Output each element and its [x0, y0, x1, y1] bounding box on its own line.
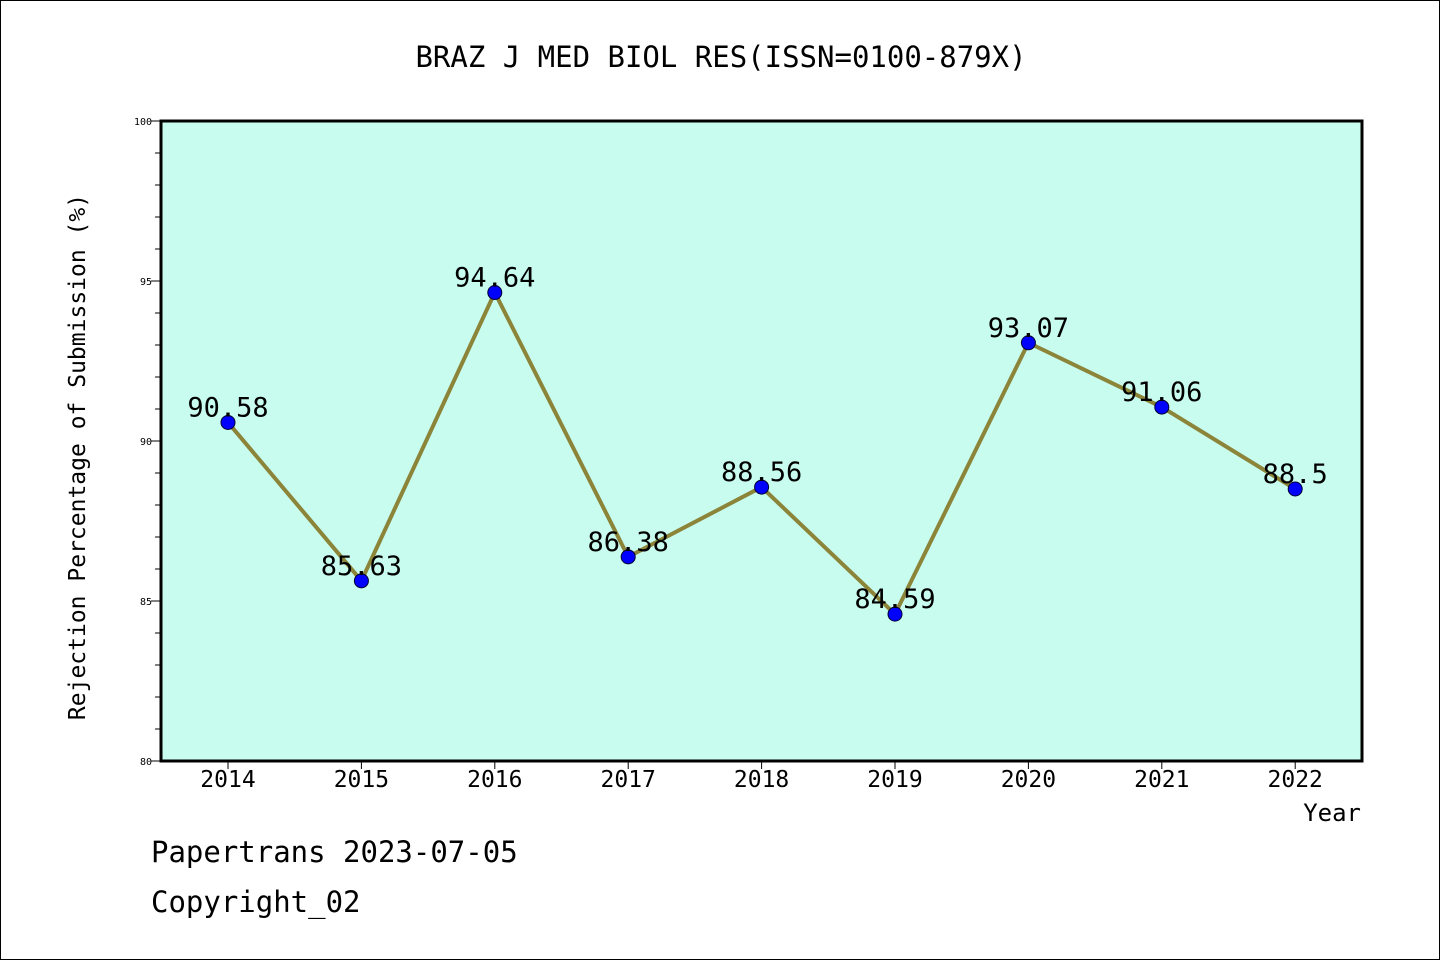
footer-date: Papertrans 2023-07-05 — [151, 835, 518, 869]
x-axis: 2014 2015 2016 2017 2018 2019 2020 2021 2022 — [200, 761, 1323, 793]
x-tick-label: 2015 — [334, 767, 389, 793]
data-point — [487, 285, 503, 301]
chart-title: BRAZ J MED BIOL RES(ISSN=0100-879X) — [415, 40, 1026, 74]
data-point — [887, 606, 903, 622]
y-axis: 80 85 90 95 100 — [134, 117, 161, 768]
x-tick-label: 2019 — [867, 767, 922, 793]
data-point — [1154, 399, 1170, 415]
x-tick-label: 2014 — [200, 767, 255, 793]
data-label: 88.56 — [721, 457, 802, 488]
data-point — [353, 573, 369, 589]
x-tick-label: 2020 — [1001, 767, 1056, 793]
data-point — [1287, 481, 1303, 497]
x-tick-label: 2016 — [467, 767, 522, 793]
data-label: 94.64 — [454, 263, 535, 294]
y-tick-label: 95 — [140, 277, 152, 288]
y-tick-label: 80 — [140, 757, 152, 768]
y-axis-label: Rejection Percentage of Submission (%) — [65, 194, 91, 720]
x-tick-label: 2017 — [601, 767, 656, 793]
y-tick-label: 100 — [134, 117, 152, 128]
data-label: 85.63 — [321, 551, 402, 582]
data-labels: 90.58 85.63 94.64 86.38 88.56 84.59 93.07 91.06… — [187, 263, 1327, 616]
y-tick-label: 90 — [140, 437, 152, 448]
data-label: 86.38 — [588, 527, 669, 558]
data-point — [1020, 335, 1036, 351]
data-label: 90.58 — [187, 392, 268, 423]
x-tick-label: 2018 — [734, 767, 789, 793]
data-point — [620, 549, 636, 565]
series-rejection — [220, 285, 1303, 622]
data-label: 91.06 — [1121, 377, 1202, 408]
x-tick-label: 2021 — [1134, 767, 1189, 793]
data-point — [220, 414, 236, 430]
data-point — [754, 479, 770, 495]
data-label: 84.59 — [854, 584, 935, 615]
plot-area — [159, 119, 1364, 763]
x-axis-label: Year — [1303, 799, 1361, 827]
data-label: 88.5 — [1263, 459, 1328, 490]
y-tick-label: 85 — [140, 597, 152, 608]
footer-copyright: Copyright_02 — [151, 885, 361, 919]
x-tick-label: 2022 — [1268, 767, 1323, 793]
data-label: 93.07 — [988, 313, 1069, 344]
